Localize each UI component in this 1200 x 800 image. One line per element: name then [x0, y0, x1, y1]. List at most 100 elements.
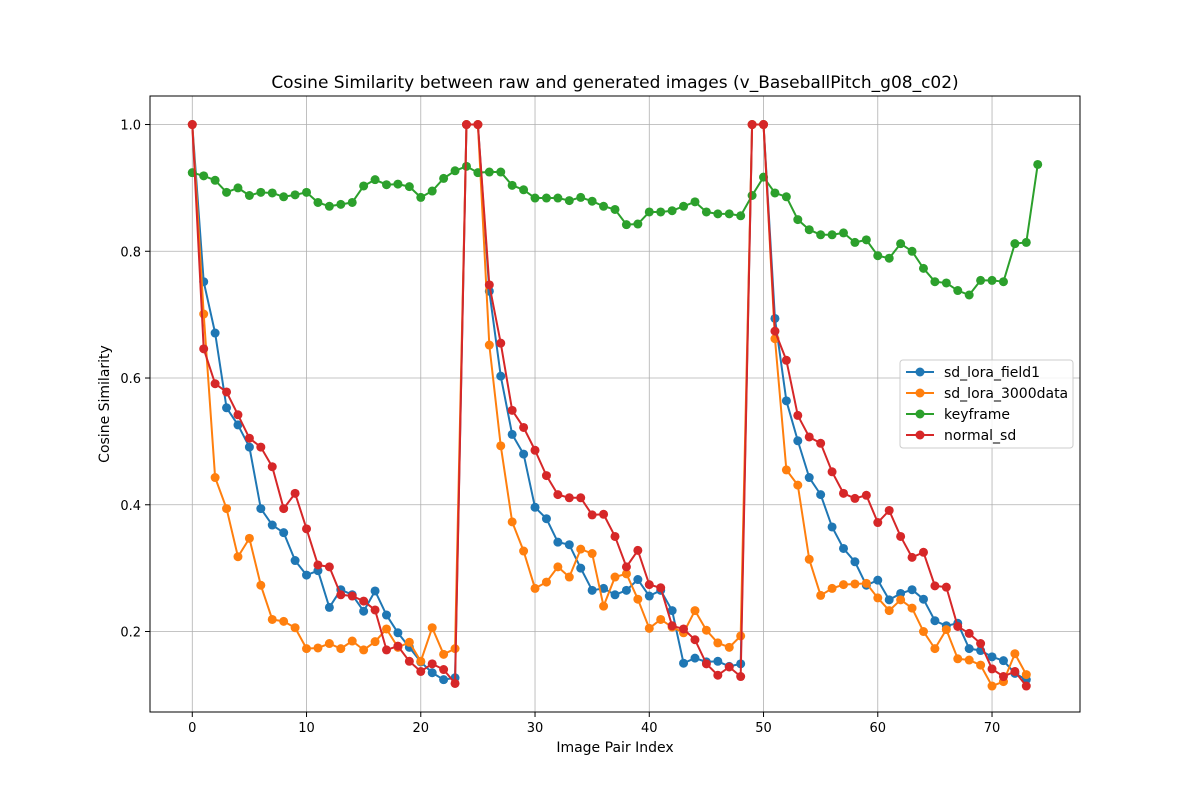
- data-point: [302, 524, 312, 534]
- data-point: [427, 186, 437, 196]
- data-point: [861, 490, 871, 500]
- data-point: [199, 344, 209, 354]
- data-point: [267, 520, 277, 530]
- x-tick-label: 0: [188, 721, 196, 736]
- data-point: [953, 654, 963, 664]
- data-point: [244, 191, 254, 200]
- data-point: [359, 181, 369, 191]
- data-point: [839, 543, 848, 553]
- data-point: [656, 583, 666, 593]
- data-point: [690, 635, 700, 645]
- data-point: [290, 190, 300, 200]
- data-point: [976, 660, 986, 670]
- data-point: [222, 187, 232, 197]
- data-point: [313, 560, 323, 570]
- data-point: [804, 432, 814, 442]
- data-point: [998, 672, 1008, 682]
- data-point: [541, 577, 551, 587]
- data-point: [576, 563, 586, 573]
- data-point: [599, 201, 609, 211]
- data-point: [233, 410, 243, 420]
- data-point: [347, 591, 357, 601]
- legend-item: sd_lora_3000data: [906, 386, 1068, 402]
- data-point: [279, 192, 289, 202]
- data-point: [507, 517, 517, 527]
- data-point: [553, 193, 563, 203]
- data-point: [644, 623, 654, 633]
- data-point: [941, 582, 951, 592]
- data-point: [587, 585, 597, 595]
- data-point: [210, 175, 220, 185]
- data-point: [496, 338, 506, 348]
- data-point: [918, 594, 928, 604]
- data-point: [633, 594, 643, 604]
- legend-swatch-marker: [915, 367, 925, 377]
- data-point: [850, 493, 860, 503]
- data-point: [713, 209, 723, 219]
- data-point: [507, 180, 517, 190]
- data-point: [610, 531, 620, 541]
- series-keyframe: [187, 159, 1043, 300]
- data-point: [793, 410, 803, 420]
- data-point: [416, 656, 426, 666]
- data-point: [370, 586, 380, 596]
- data-point: [656, 614, 666, 624]
- legend-item: keyframe: [906, 407, 1010, 423]
- data-point: [644, 207, 654, 217]
- data-point: [267, 188, 277, 198]
- data-point: [884, 505, 894, 515]
- data-point: [873, 518, 883, 528]
- data-point: [473, 168, 483, 178]
- data-point: [713, 656, 723, 666]
- legend-swatch-marker: [915, 388, 925, 398]
- data-point: [953, 621, 963, 631]
- data-point: [587, 510, 597, 520]
- x-tick-label: 20: [413, 721, 430, 736]
- data-point: [964, 644, 974, 654]
- legend-label: keyframe: [944, 407, 1010, 423]
- data-point: [804, 554, 814, 564]
- data-point: [930, 616, 940, 626]
- data-point: [461, 120, 471, 130]
- data-point: [667, 606, 677, 616]
- data-point: [713, 638, 723, 648]
- data-point: [290, 556, 300, 566]
- data-point: [827, 522, 837, 532]
- data-point: [370, 637, 380, 647]
- data-point: [953, 286, 963, 296]
- data-point: [359, 596, 369, 606]
- data-point: [1021, 670, 1031, 680]
- data-point: [850, 237, 860, 247]
- data-point: [793, 215, 803, 225]
- data-point: [576, 493, 586, 503]
- data-point: [644, 580, 654, 590]
- plot-frame: [149, 95, 1081, 713]
- data-point: [370, 175, 380, 185]
- data-point: [324, 602, 334, 612]
- data-point: [701, 207, 711, 217]
- x-tick-label: 30: [527, 721, 544, 736]
- data-point: [439, 665, 449, 675]
- data-point: [302, 644, 312, 654]
- data-point: [736, 672, 746, 682]
- data-point: [313, 197, 323, 207]
- data-point: [599, 509, 609, 519]
- data-point: [541, 193, 551, 203]
- data-point: [1021, 681, 1031, 691]
- x-tick-label: 70: [984, 721, 1001, 736]
- data-point: [553, 490, 563, 500]
- data-point: [701, 659, 711, 669]
- data-point: [336, 590, 346, 600]
- data-point: [839, 488, 848, 498]
- data-point: [918, 263, 928, 273]
- data-point: [210, 328, 220, 338]
- data-point: [541, 514, 551, 524]
- data-point: [187, 120, 197, 130]
- data-point: [564, 540, 574, 550]
- data-point: [324, 639, 334, 649]
- data-point: [724, 209, 734, 219]
- data-point: [576, 192, 586, 202]
- y-tick-label: 0.2: [120, 626, 141, 641]
- series-layer: [187, 120, 1043, 691]
- data-point: [610, 590, 620, 600]
